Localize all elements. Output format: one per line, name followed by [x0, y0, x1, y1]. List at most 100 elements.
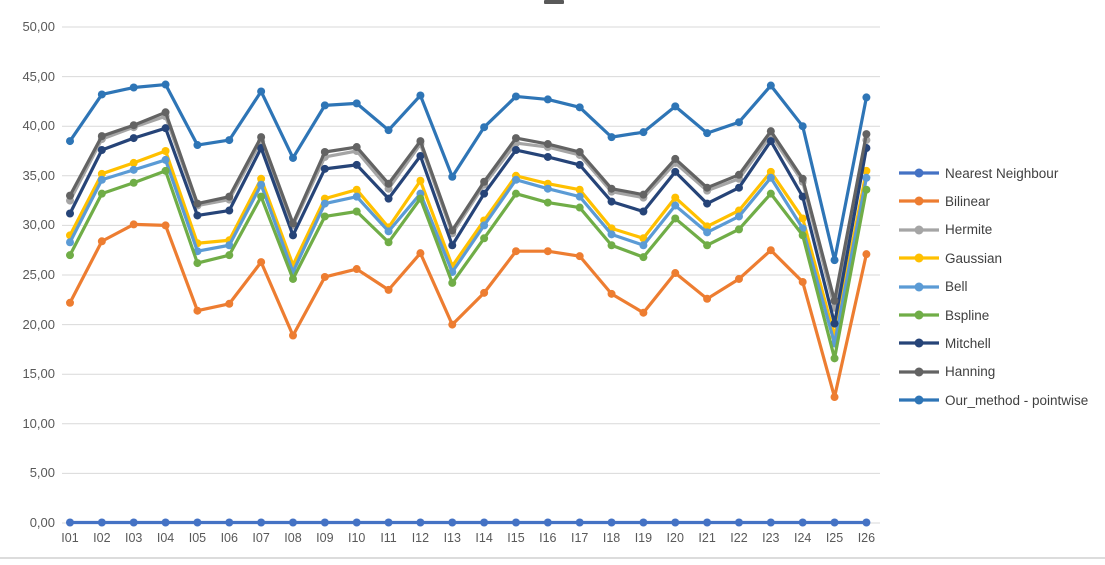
data-point-marker [671, 102, 680, 111]
data-point-marker [798, 214, 807, 223]
x-category-label: I04 [156, 531, 175, 545]
data-point-marker [734, 170, 743, 179]
data-point-marker [97, 146, 106, 155]
data-point-marker [703, 129, 712, 138]
data-point-marker [257, 258, 266, 267]
data-point-marker [766, 173, 775, 182]
data-point-marker [320, 272, 329, 281]
data-point-marker [511, 189, 520, 198]
data-point-marker [830, 296, 839, 305]
data-point-marker [639, 190, 648, 199]
legend-item-mitchell[interactable]: Mitchell [898, 332, 991, 354]
data-point-marker [671, 269, 680, 278]
x-category-label: I21 [698, 531, 716, 545]
data-point-marker [639, 207, 648, 216]
data-point-marker [703, 222, 712, 231]
legend-item-bspline[interactable]: Bspline [898, 304, 989, 326]
series-hanning[interactable] [66, 108, 871, 305]
series-gaussian[interactable] [66, 147, 871, 341]
legend-item-bilinear[interactable]: Bilinear [898, 190, 990, 212]
x-category-label: I08 [284, 531, 302, 545]
x-category-label: I12 [411, 531, 430, 545]
series-nearest-neighbour[interactable] [66, 518, 871, 527]
legend-item-nearest-neighbour[interactable]: Nearest Neighbour [898, 162, 1058, 184]
data-point-marker [97, 189, 106, 198]
data-point-marker [257, 174, 266, 183]
data-point-marker [830, 256, 839, 265]
data-point-marker [607, 184, 616, 193]
data-point-marker [288, 219, 297, 228]
legend-label: Bell [945, 279, 968, 295]
legend-item-gaussian[interactable]: Gaussian [898, 247, 1002, 269]
data-point-marker [703, 294, 712, 303]
legend-item-hanning[interactable]: Hanning [898, 361, 995, 383]
legend-label: Mitchell [945, 335, 991, 351]
data-point-marker [766, 518, 775, 527]
series-line [68, 158, 869, 346]
legend-marker-bell-icon [899, 282, 939, 292]
data-point-marker [161, 147, 170, 155]
y-tick-label: 10,00 [22, 415, 55, 431]
data-point-marker [193, 199, 202, 208]
y-tick-label: 35,00 [22, 167, 55, 183]
data-point-marker [798, 518, 807, 527]
legend-label: Bilinear [945, 193, 991, 209]
data-point-marker [129, 134, 138, 143]
data-point-marker [798, 277, 807, 286]
data-point-marker [671, 214, 680, 223]
data-point-marker [288, 331, 297, 340]
legend-marker-nearest-neighbour-icon [899, 168, 939, 178]
data-point-marker [161, 221, 170, 230]
data-point-marker [862, 518, 871, 527]
legend-item-our-method-pointwise[interactable]: Our_method - pointwise [898, 389, 1088, 411]
data-point-marker [161, 80, 170, 89]
series-mitchell[interactable] [66, 124, 871, 328]
x-category-label: I22 [730, 531, 748, 545]
x-category-label: I19 [634, 531, 653, 545]
y-tick-label: 15,00 [22, 366, 55, 382]
data-point-marker [480, 221, 489, 230]
legend-item-bell[interactable]: Bell [898, 276, 968, 298]
data-point-marker [225, 206, 234, 215]
data-point-marker [384, 227, 393, 236]
data-point-marker [734, 118, 743, 127]
series-our-method-pointwise[interactable] [66, 80, 871, 265]
data-point-marker [384, 238, 393, 247]
data-point-marker [288, 231, 297, 240]
x-category-label: I20 [666, 531, 684, 545]
data-point-marker [448, 320, 457, 329]
data-point-marker [257, 87, 266, 96]
data-point-marker [97, 132, 106, 141]
series-bspline[interactable] [66, 166, 871, 363]
data-point-marker [288, 153, 297, 162]
data-point-marker [543, 518, 552, 527]
data-point-marker [97, 169, 106, 178]
data-point-marker [97, 518, 106, 527]
data-point-marker [416, 518, 425, 527]
data-point-marker [66, 209, 74, 218]
series-bilinear[interactable] [66, 220, 871, 402]
data-point-marker [193, 211, 202, 220]
legend-item-hermite[interactable]: Hermite [898, 219, 992, 241]
data-point-marker [703, 518, 712, 527]
data-point-marker [320, 101, 329, 110]
data-point-marker [320, 164, 329, 173]
legend-label: Our_method - pointwise [945, 392, 1089, 408]
data-point-marker [543, 247, 552, 256]
data-point-marker [671, 154, 680, 163]
x-category-label: I01 [61, 531, 79, 545]
data-point-marker [671, 201, 680, 210]
data-point-marker [734, 212, 743, 221]
data-point-marker [129, 220, 138, 229]
cropped-title-fragment [544, 0, 564, 4]
data-point-marker [511, 146, 520, 155]
data-point-marker [161, 108, 170, 117]
data-point-marker [480, 234, 489, 243]
data-point-marker [66, 518, 74, 527]
legend-marker-our-method-pointwise-icon [899, 395, 939, 405]
data-point-marker [288, 518, 297, 527]
y-tick-label: 40,00 [22, 118, 55, 134]
data-point-marker [129, 83, 138, 92]
